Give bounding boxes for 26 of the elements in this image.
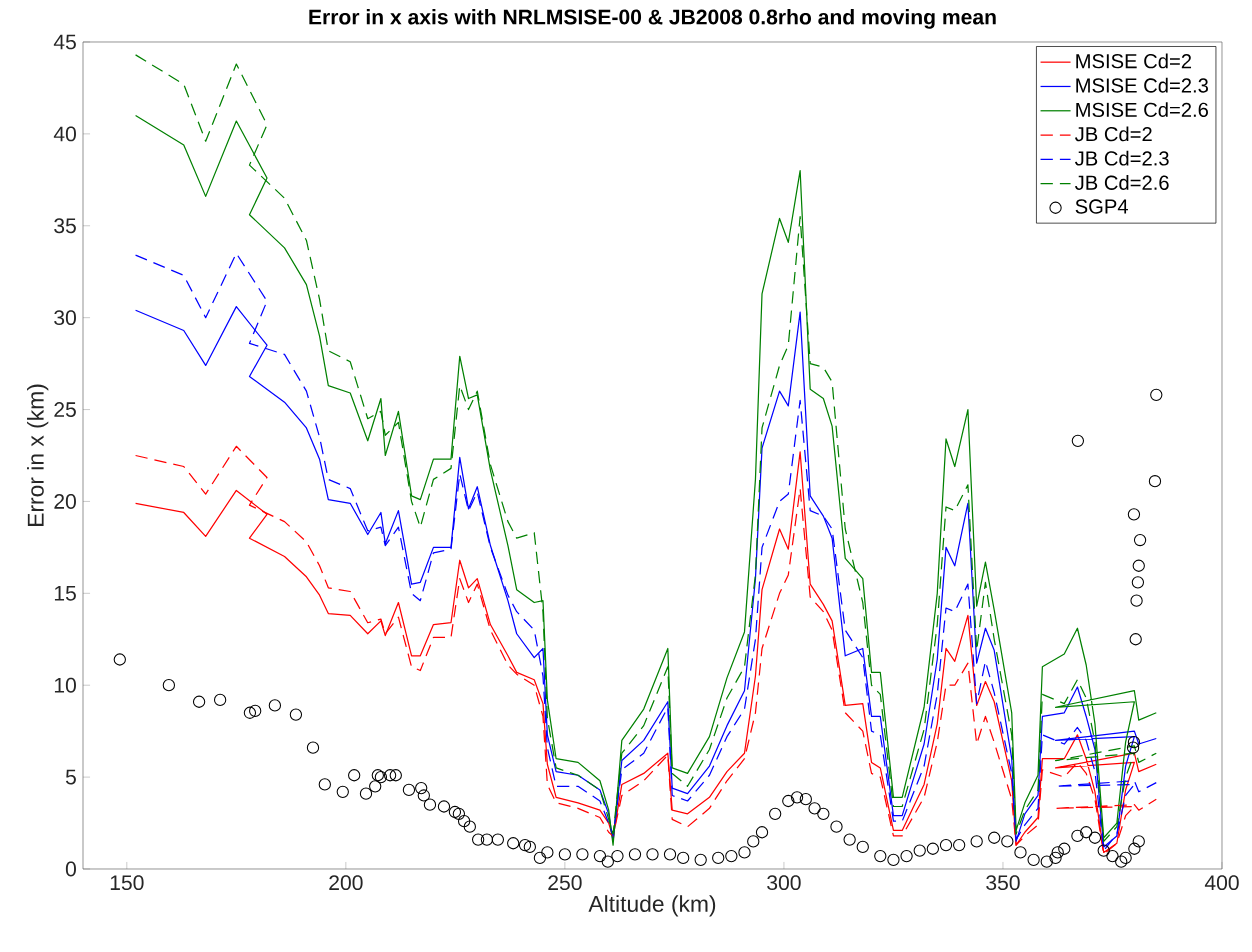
y-tick-label: 45 [53, 34, 76, 50]
y-tick-label: 40 [53, 126, 76, 142]
legend-label: MSISE Cd=2.6 [1076, 102, 1208, 117]
y-tick-label: 0 [65, 861, 76, 877]
y-tick-label: 35 [54, 218, 76, 234]
x-axis-title: Altitude (km) [588, 895, 716, 917]
legend-label: MSISE Cd=2.3 [1076, 77, 1208, 93]
y-tick-label: 20 [54, 493, 76, 509]
x-tick-label: 350 [986, 875, 1020, 891]
y-tick-label: 30 [54, 310, 76, 326]
y-axis-title: Error in x (km) [27, 384, 49, 526]
legend-label: JB Cd=2.3 [1074, 150, 1169, 166]
x-tick-label: 250 [548, 875, 582, 891]
legend-label: MSISE Cd=2 [1076, 53, 1192, 69]
y-tick-label: 10 [54, 677, 76, 693]
x-tick-label: 150 [110, 875, 144, 891]
legend-label: JB Cd=2.6 [1074, 175, 1169, 190]
x-tick-label: 300 [767, 875, 801, 891]
y-tick-label: 25 [54, 402, 76, 417]
x-tick-label: 400 [1204, 875, 1239, 891]
chart-title: Error in x axis with NRLMSISE-00 & JB2008 0.8rho and moving mean [309, 9, 996, 29]
y-tick-label: 5 [65, 769, 76, 785]
y-tick-label: 15 [54, 585, 76, 601]
legend-label: JB Cd=2 [1074, 126, 1152, 142]
legend-label: SGP4 [1075, 199, 1128, 214]
x-tick-label: 200 [329, 875, 363, 891]
